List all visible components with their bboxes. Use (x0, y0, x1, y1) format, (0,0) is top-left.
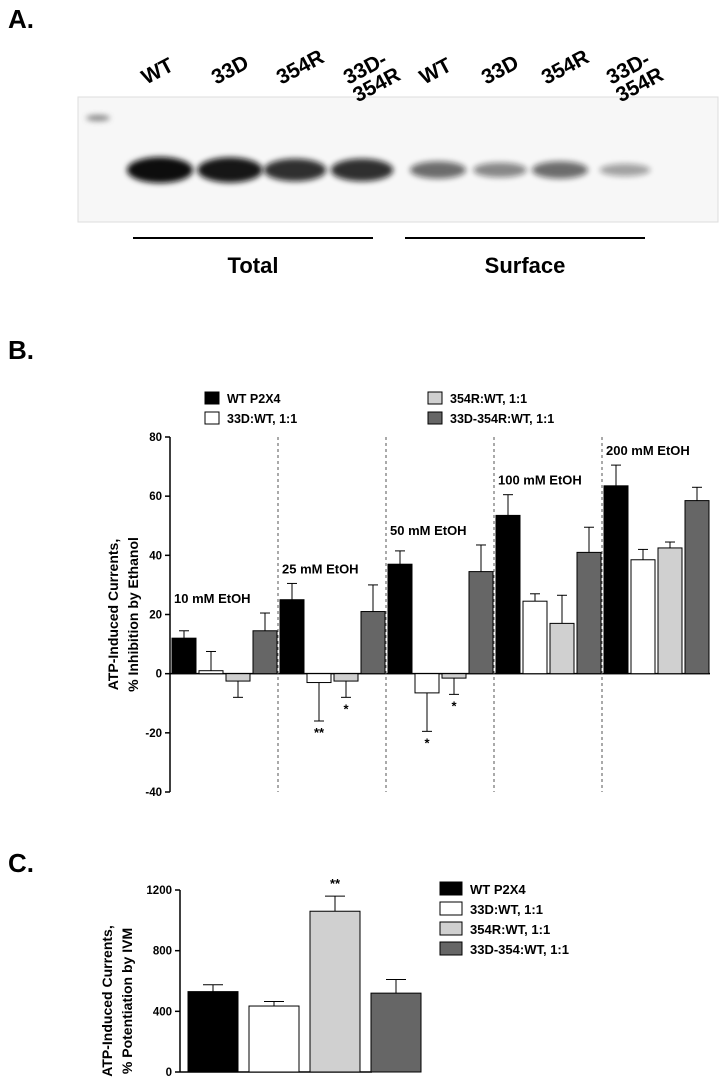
legend-label: 33D:WT, 1:1 (227, 412, 297, 426)
y-tick-label: 20 (149, 610, 162, 622)
significance-marker: * (451, 698, 457, 713)
y-tick-label: 0 (156, 669, 162, 681)
bar (198, 670, 224, 675)
bar (549, 622, 575, 675)
blot-marker-smudge (86, 115, 110, 121)
y-tick-label: 60 (149, 491, 162, 503)
blot-band (127, 157, 193, 183)
y-tick-label: -20 (145, 728, 162, 740)
significance-marker: ** (314, 725, 325, 740)
group-label: 100 mM EtOH (498, 473, 582, 488)
western-blot-panel: WT 33D 354R 33D-354R WT 33D 354R 33D-354R Total… (77, 45, 719, 278)
bar (309, 910, 361, 1073)
bar (387, 563, 413, 675)
panel-label-b: B. (8, 335, 34, 365)
y-tick-label: 0 (166, 1067, 172, 1079)
group-label: Total (228, 253, 279, 278)
legend-label: 33D-354:WT, 1:1 (470, 942, 569, 957)
group-label: 25 mM EtOH (282, 561, 359, 576)
lane-label: 33D (208, 51, 253, 89)
bar (252, 630, 278, 675)
ethanol-inhibition-chart: WT P2X4 33D:WT, 1:1 354R:WT, 1:1 33D-354R:W… (105, 391, 710, 799)
legend-label: 354R:WT, 1:1 (470, 922, 550, 937)
legend-swatch (427, 411, 443, 425)
bar (171, 637, 197, 675)
y-tick-label: -40 (145, 787, 162, 799)
bar (187, 991, 239, 1073)
legend-swatch (439, 901, 463, 916)
bar (333, 673, 359, 682)
y-tick-label: 80 (149, 432, 162, 444)
legend-swatch (204, 391, 220, 405)
significance-marker: * (424, 735, 430, 750)
legend-label: 354R:WT, 1:1 (450, 392, 527, 406)
panel-label-c: C. (8, 848, 34, 878)
legend-swatch (204, 411, 220, 425)
legend-swatch (439, 881, 463, 896)
legend-label: WT P2X4 (470, 882, 526, 897)
bar (360, 611, 386, 675)
group-label: 10 mM EtOH (174, 591, 251, 606)
bar (657, 547, 683, 675)
bar (225, 673, 251, 682)
ivm-potentiation-chart: 0 400 800 1200 ATP-Induced Currents,% Potent… (99, 876, 569, 1079)
bar (522, 600, 548, 675)
panel-label-a: A. (8, 4, 34, 34)
bar (495, 514, 521, 675)
lane-label: 354R (538, 45, 593, 89)
legend-swatch (439, 921, 463, 936)
y-axis-label: ATP-Induced Currents,% Potentiation by I… (99, 925, 135, 1076)
legend-swatch (439, 941, 463, 956)
bar (576, 551, 602, 675)
bar (684, 500, 710, 675)
group-label: 50 mM EtOH (390, 523, 467, 538)
blot-membrane (77, 96, 719, 223)
lane-label: WT (138, 54, 178, 90)
y-tick-label: 800 (153, 946, 172, 958)
bar (370, 992, 422, 1073)
blot-band (409, 161, 467, 179)
blot-band (599, 163, 651, 177)
bar (630, 559, 656, 675)
bar (306, 673, 332, 684)
bar (248, 1005, 300, 1073)
y-axis-label: ATP-Induced Currents,% Inhibition by Eth… (105, 537, 141, 692)
lane-label: 354R (273, 45, 328, 89)
blot-band (263, 158, 327, 182)
bar (441, 673, 467, 679)
blot-band (197, 157, 263, 183)
bar (603, 485, 629, 675)
blot-band (473, 162, 527, 178)
y-tick-label: 400 (153, 1006, 172, 1018)
y-tick-label: 1200 (146, 885, 172, 897)
blot-band (330, 158, 394, 182)
group-label: Surface (485, 253, 566, 278)
significance-marker: ** (330, 876, 341, 891)
bar (414, 673, 440, 694)
legend-label: 33D-354R:WT, 1:1 (450, 412, 554, 426)
y-tick-label: 40 (149, 550, 162, 562)
legend-label: 33D:WT, 1:1 (470, 902, 543, 917)
legend-label: WT P2X4 (227, 392, 281, 406)
lane-label: 33D (478, 51, 523, 89)
blot-band (531, 161, 589, 179)
bar (468, 571, 494, 675)
significance-marker: * (343, 701, 349, 716)
legend-swatch (427, 391, 443, 405)
lane-label: WT (416, 54, 456, 90)
bar (279, 599, 305, 675)
group-label: 200 mM EtOH (606, 443, 690, 458)
